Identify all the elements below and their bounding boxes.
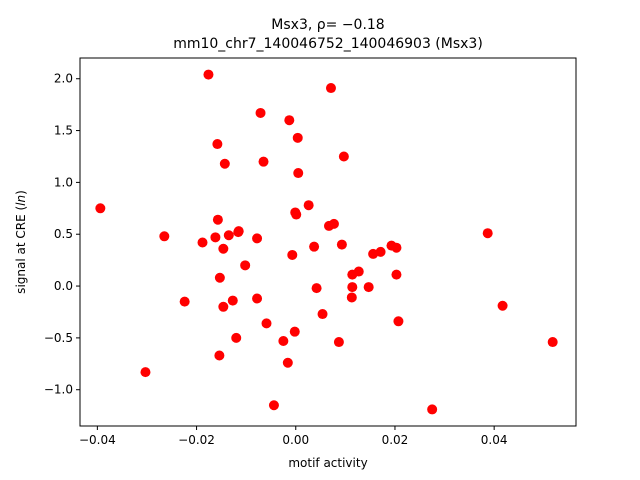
data-point bbox=[212, 214, 223, 225]
x-tick-label: −0.02 bbox=[178, 433, 215, 447]
data-point bbox=[252, 233, 263, 244]
data-point bbox=[347, 282, 358, 293]
y-tick-label: 2.0 bbox=[54, 72, 73, 86]
x-tick-label: −0.04 bbox=[79, 433, 116, 447]
y-axis-ticks: −1.0 −0.5 0.0 0.5 1.0 1.5 2.0 bbox=[44, 72, 80, 397]
data-point bbox=[227, 295, 238, 306]
data-point bbox=[353, 266, 364, 277]
y-tick-label: 0.5 bbox=[54, 227, 73, 241]
data-point bbox=[255, 107, 266, 118]
y-tick-label: 0.0 bbox=[54, 279, 73, 293]
data-point bbox=[233, 227, 244, 238]
data-point bbox=[240, 260, 251, 271]
data-point bbox=[309, 241, 320, 252]
data-point bbox=[268, 400, 279, 411]
data-point bbox=[252, 293, 263, 304]
data-point bbox=[278, 336, 289, 346]
x-tick-label: 0.00 bbox=[282, 433, 309, 447]
data-point bbox=[363, 282, 374, 293]
data-point bbox=[391, 269, 402, 280]
y-tick-label: −0.5 bbox=[44, 331, 73, 345]
data-point bbox=[547, 337, 558, 348]
data-point bbox=[289, 326, 300, 337]
data-point bbox=[311, 283, 322, 294]
data-point bbox=[338, 151, 349, 162]
data-point bbox=[231, 332, 242, 343]
data-point bbox=[223, 230, 234, 241]
x-axis-label: motif activity bbox=[288, 456, 367, 470]
data-point bbox=[482, 228, 493, 239]
data-point bbox=[212, 139, 223, 150]
data-point bbox=[292, 132, 303, 143]
data-point bbox=[393, 316, 404, 327]
data-point bbox=[497, 300, 508, 311]
y-axis-label: signal at CRE (ln) bbox=[14, 190, 28, 294]
data-point bbox=[140, 367, 151, 378]
data-point bbox=[336, 239, 347, 250]
y-tick-label: 1.5 bbox=[54, 124, 73, 138]
data-point bbox=[427, 404, 438, 415]
data-point bbox=[317, 309, 328, 320]
data-point bbox=[287, 249, 298, 260]
data-point bbox=[258, 156, 269, 167]
data-point bbox=[333, 337, 344, 348]
data-points bbox=[95, 69, 558, 415]
data-point bbox=[197, 237, 208, 248]
data-point bbox=[179, 296, 190, 307]
data-point bbox=[95, 203, 106, 214]
data-point bbox=[159, 231, 170, 242]
data-point bbox=[214, 350, 225, 361]
data-point bbox=[203, 69, 214, 80]
y-tick-label: 1.0 bbox=[54, 175, 73, 189]
data-point bbox=[328, 218, 339, 229]
chart-title: Msx3, ρ= −0.18 bbox=[271, 17, 384, 33]
x-tick-label: 0.04 bbox=[481, 433, 508, 447]
data-point bbox=[291, 209, 302, 220]
data-point bbox=[325, 83, 336, 94]
data-point bbox=[214, 272, 225, 283]
data-point bbox=[293, 168, 304, 179]
data-point bbox=[261, 318, 272, 329]
y-tick-label: −1.0 bbox=[44, 383, 73, 397]
data-point bbox=[210, 232, 221, 243]
data-point bbox=[391, 242, 402, 253]
data-point bbox=[375, 246, 386, 257]
data-point bbox=[346, 292, 357, 303]
data-point bbox=[303, 200, 314, 211]
plot-frame bbox=[79, 57, 577, 427]
data-point bbox=[218, 301, 229, 312]
x-axis-ticks: −0.04 −0.02 0.00 0.02 0.04 bbox=[79, 426, 508, 447]
chart-subtitle: mm10_chr7_140046752_140046903 (Msx3) bbox=[173, 36, 483, 52]
x-tick-label: 0.02 bbox=[382, 433, 409, 447]
data-point bbox=[284, 115, 295, 126]
data-point bbox=[282, 357, 293, 368]
data-point bbox=[218, 243, 229, 254]
data-point bbox=[219, 158, 230, 169]
